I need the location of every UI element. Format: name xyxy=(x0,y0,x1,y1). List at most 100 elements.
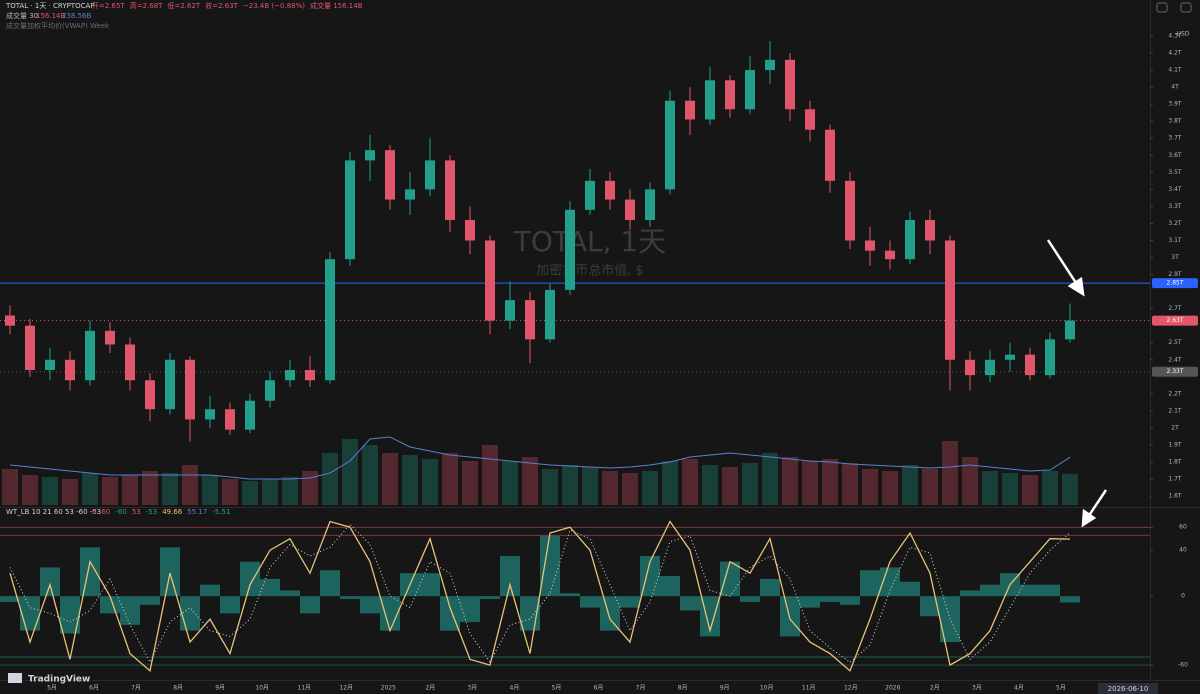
volume-bar xyxy=(482,445,498,505)
price-label: 2.63T xyxy=(1166,317,1183,324)
candle-body xyxy=(5,315,15,326)
y-tick-label: 60 xyxy=(1179,524,1187,531)
candle-body xyxy=(845,180,855,241)
arrow xyxy=(1086,489,1108,518)
x-tick-label: 4月 xyxy=(510,685,520,692)
brand: TradingView xyxy=(28,675,90,685)
volume-bar xyxy=(202,475,218,505)
x-tick-label: 10月 xyxy=(760,685,774,692)
indicator-name: WT_LB 10 21 60 53 -60 -53 xyxy=(6,508,101,516)
x-tick-label: 5月 xyxy=(552,685,562,692)
candle-body xyxy=(585,180,595,210)
y-tick-label: 1.8T xyxy=(1168,459,1182,466)
x-tick-label: 6月 xyxy=(594,685,604,692)
volume-value: 156.14B xyxy=(36,12,65,20)
candle-body xyxy=(545,289,555,340)
histogram-bar xyxy=(480,596,500,600)
candle-body xyxy=(1065,320,1075,340)
cursor-date-box xyxy=(1098,683,1158,694)
volume-bar xyxy=(622,473,638,505)
volume-bar xyxy=(362,445,378,505)
x-tick-label: 12月 xyxy=(339,685,353,692)
histogram-bar xyxy=(360,596,380,614)
volume-bar xyxy=(122,475,138,505)
candle-body xyxy=(925,220,935,241)
candle-body xyxy=(445,160,455,221)
histogram-bar xyxy=(180,596,200,631)
y-tick-label: 4.3T xyxy=(1168,32,1182,39)
annotation-arrows xyxy=(1046,239,1108,528)
ohlc-value: −23.4B (−0.88%) xyxy=(243,2,305,10)
ohlc-value: 成交量 156.14B xyxy=(310,1,363,10)
settings-icon[interactable] xyxy=(1156,2,1168,13)
histogram-bar xyxy=(220,596,240,614)
volume-bar xyxy=(522,457,538,505)
histogram-bar xyxy=(980,584,1000,597)
volume-bar xyxy=(502,461,518,505)
volume-bar xyxy=(182,465,198,505)
histogram-bar xyxy=(340,596,360,600)
arrow-head xyxy=(1067,276,1085,297)
histogram-bar xyxy=(780,596,800,637)
candle-body xyxy=(685,100,695,120)
candle-body xyxy=(425,160,435,190)
histogram-bar xyxy=(600,596,620,631)
candle-body xyxy=(705,80,715,120)
candle-body xyxy=(765,59,775,71)
y-tick-label: 2T xyxy=(1171,424,1179,431)
y-tick-label: 3.9T xyxy=(1168,101,1182,108)
histogram-bar xyxy=(420,573,440,597)
histogram-bar xyxy=(40,567,60,597)
x-tick-label: 11月 xyxy=(802,685,816,692)
histogram-bar xyxy=(320,570,340,597)
volume-bar xyxy=(682,459,698,505)
volume-bar xyxy=(982,471,998,505)
candle-body xyxy=(1045,339,1055,376)
volume-bar xyxy=(582,467,598,505)
volume-name: 成交量 30 xyxy=(6,11,38,20)
histogram-bar xyxy=(120,596,140,625)
x-tick-label: 11月 xyxy=(297,685,311,692)
histogram-bar xyxy=(1060,596,1080,603)
histogram-bar xyxy=(540,535,560,597)
candle-body xyxy=(305,370,315,381)
volume-bar xyxy=(642,471,658,505)
candle-body xyxy=(125,344,135,381)
volume-bar xyxy=(422,459,438,505)
x-tick-label: 7月 xyxy=(131,685,141,692)
volume-bar xyxy=(902,465,918,505)
candle-body xyxy=(985,359,995,376)
candle-body xyxy=(745,70,755,110)
histogram-bar xyxy=(920,596,940,617)
x-tick-label: 5月 xyxy=(47,685,57,692)
candle-body xyxy=(285,370,295,381)
y-tick-label: -60 xyxy=(1178,662,1188,669)
x-tick-label: 12月 xyxy=(844,685,858,692)
candle-body xyxy=(385,150,395,200)
candle-body xyxy=(1005,354,1015,360)
histogram-bar xyxy=(620,596,640,608)
indicator-value: 53 xyxy=(132,508,141,516)
y-tick-label: 3.3T xyxy=(1168,203,1182,210)
volume-bar xyxy=(102,477,118,505)
histogram-bar xyxy=(260,578,280,597)
menu-icon[interactable] xyxy=(1180,2,1192,13)
volume-bar xyxy=(602,471,618,505)
brand-logo xyxy=(8,673,22,683)
histogram-bar xyxy=(0,596,20,602)
candle-body xyxy=(405,189,415,200)
histogram-bar xyxy=(1020,584,1040,597)
volume-bar xyxy=(322,453,338,505)
signal-line xyxy=(9,523,1071,664)
volume-bar xyxy=(242,481,258,505)
volume-bar xyxy=(842,463,858,505)
indicator-value: -53 xyxy=(146,508,157,516)
y-tick-label: 3.4T xyxy=(1168,186,1182,193)
price-label-box xyxy=(1152,366,1198,377)
volume-bar xyxy=(2,469,18,505)
volume-bar xyxy=(722,467,738,505)
volume-bar xyxy=(342,439,358,505)
y-tick-label: 2.7T xyxy=(1168,305,1182,312)
y-tick-label: 2.4T xyxy=(1168,356,1182,363)
